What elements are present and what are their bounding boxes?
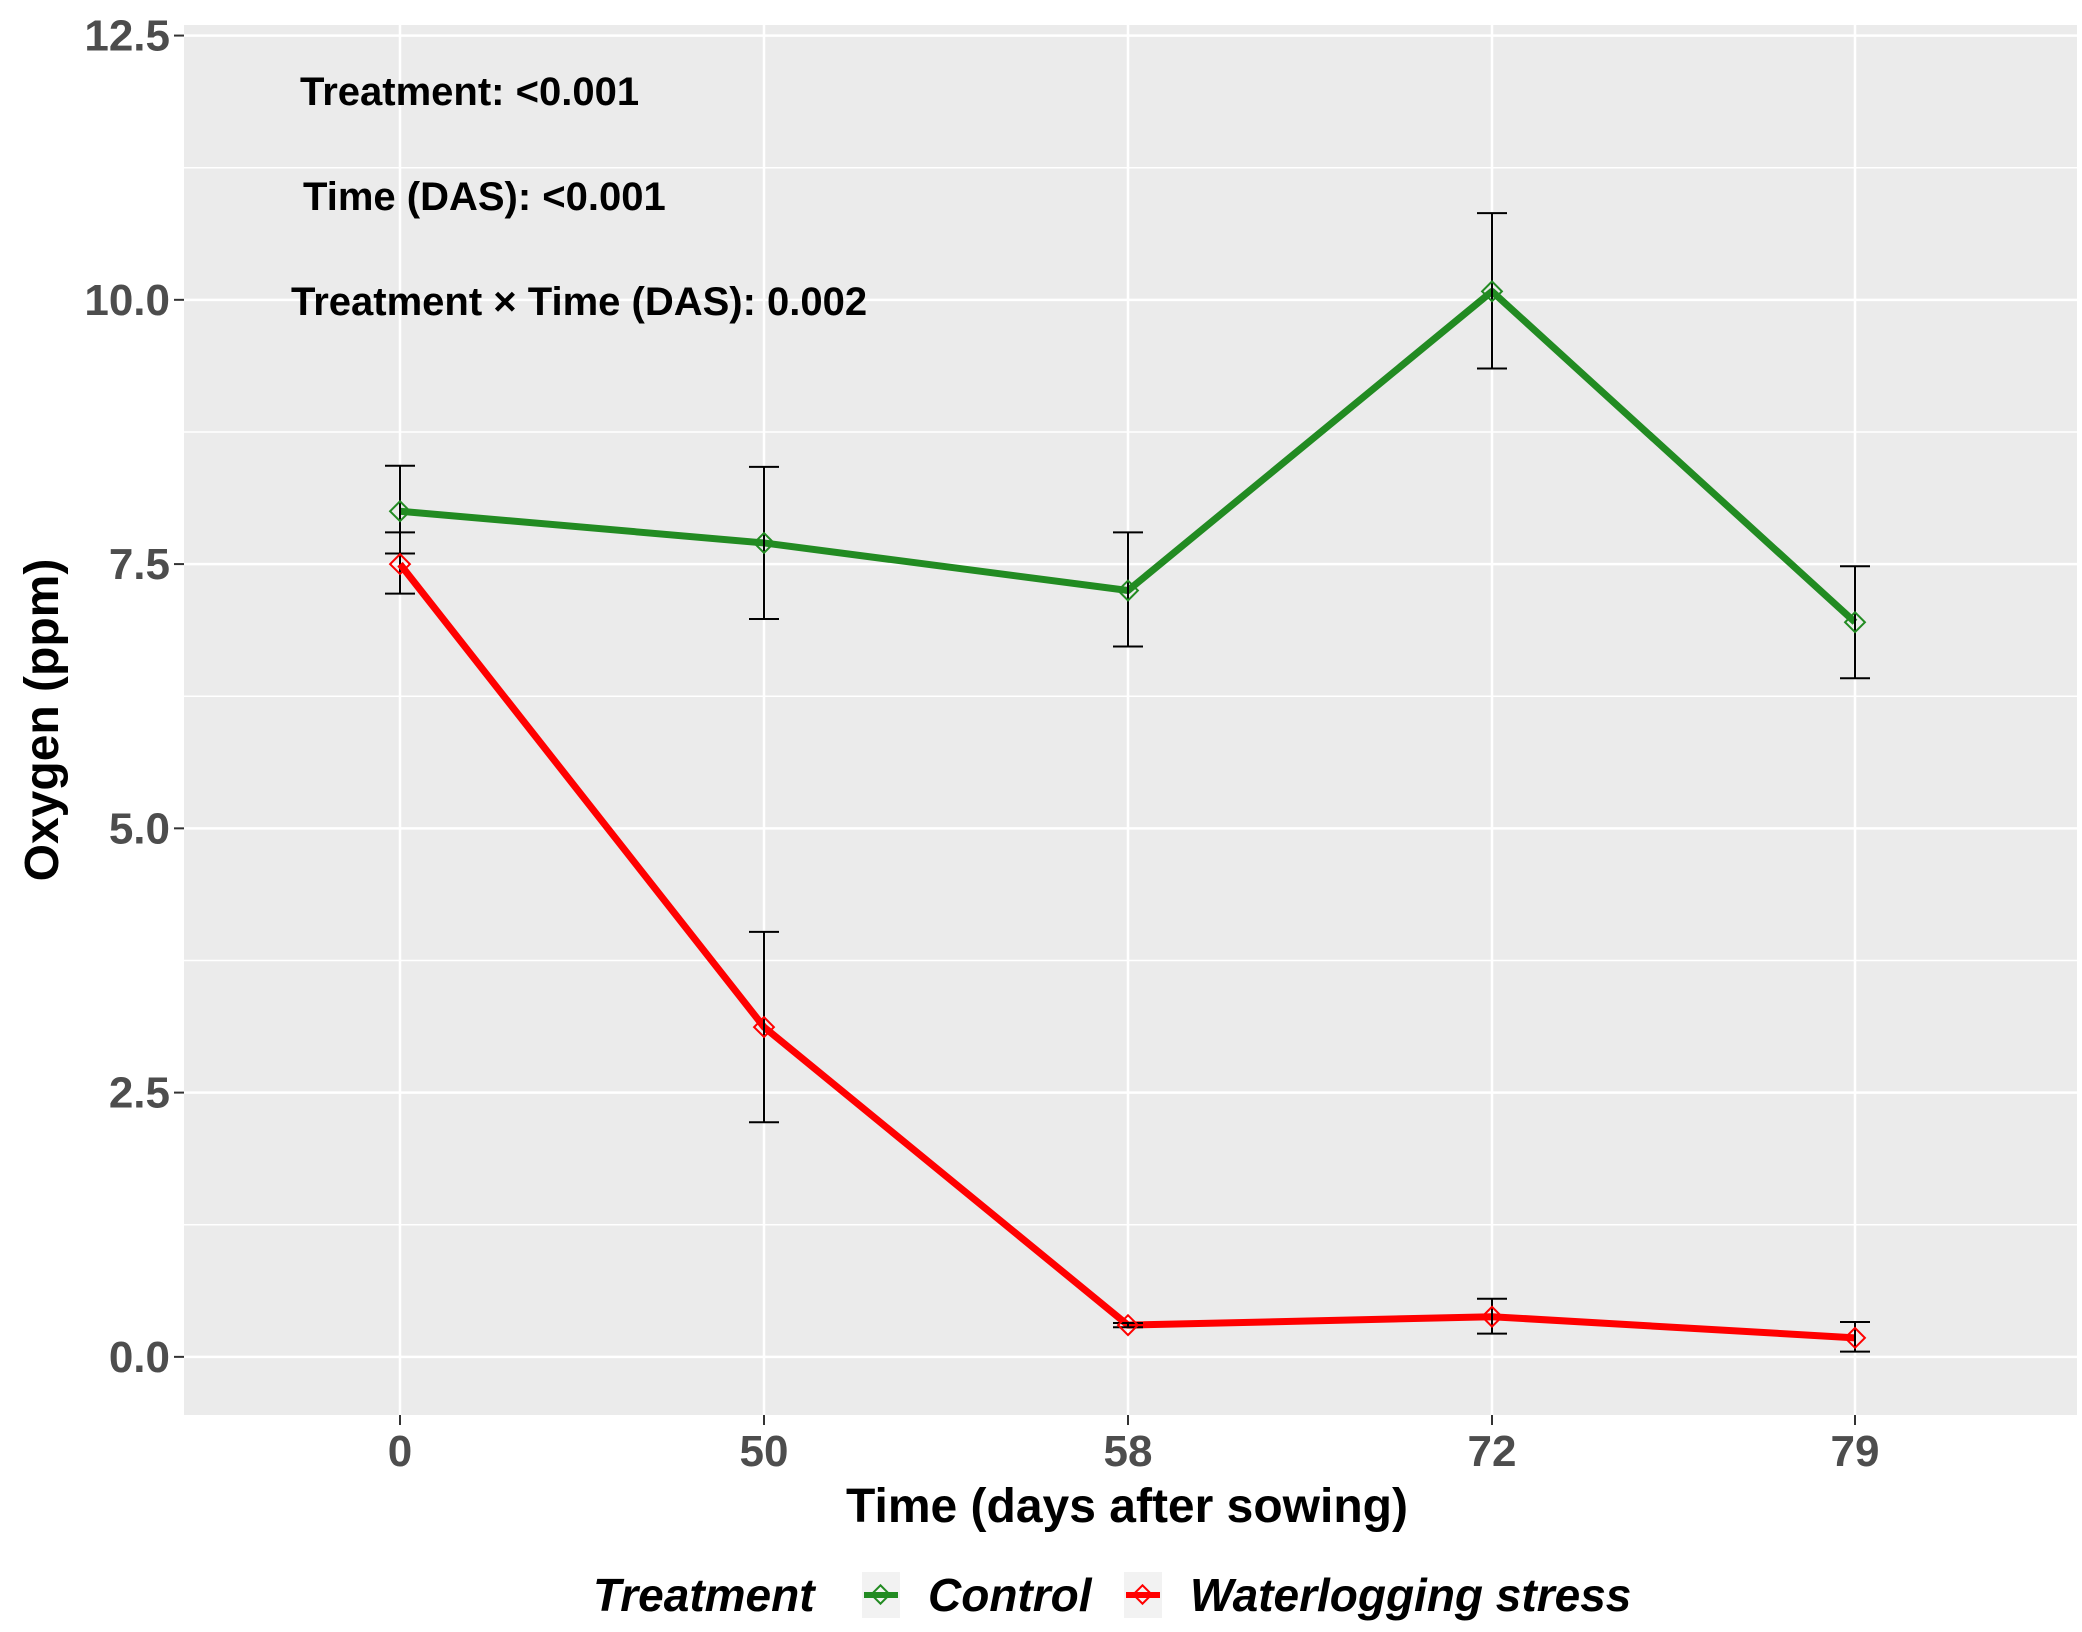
- legend-label-control: Control: [928, 1569, 1093, 1621]
- series-waterlogging-stress: [385, 531, 1870, 1353]
- data-point: [1480, 280, 1504, 303]
- series-layer: [385, 212, 1870, 1353]
- x-tick-label: 72: [1468, 1427, 1517, 1476]
- data-point: [388, 499, 412, 523]
- error-bar: [1113, 1322, 1143, 1329]
- annotations: Treatment: <0.001 Time (DAS): <0.001 Tre…: [291, 70, 867, 324]
- x-tick-label: 58: [1104, 1427, 1153, 1476]
- y-axis-title: Oxygen (ppm): [16, 559, 69, 882]
- error-bar: [385, 464, 415, 595]
- error-bar: [1113, 531, 1143, 648]
- legend-label-waterlogging: Waterlogging stress: [1190, 1569, 1631, 1621]
- legend-key-control-marker: [869, 1583, 892, 1606]
- data-point: [1116, 579, 1140, 602]
- error-bar: [749, 930, 779, 1124]
- grid-lines: [184, 25, 2077, 1415]
- error-bar: [749, 465, 779, 621]
- y-tick-label: 10.0: [84, 276, 170, 325]
- data-point: [752, 531, 776, 555]
- data-point: [388, 552, 412, 576]
- x-tick-label: 50: [740, 1427, 789, 1476]
- plot-panel: [184, 25, 2077, 1415]
- data-point: [1843, 610, 1867, 634]
- x-tick-label: 0: [388, 1427, 412, 1476]
- data-point: [1843, 1326, 1867, 1350]
- error-bar: [1477, 212, 1507, 370]
- y-tick-label: 5.0: [109, 804, 170, 853]
- x-axis: 0 50 58 72 79: [388, 1415, 1880, 1476]
- error-bar: [1840, 565, 1870, 680]
- y-tick-label: 7.5: [109, 540, 170, 589]
- annotation-interaction: Treatment × Time (DAS): 0.002: [291, 280, 867, 324]
- data-point: [1480, 1305, 1504, 1329]
- legend: Treatment Control Waterlogging stress: [593, 1569, 1631, 1621]
- data-point: [1116, 1313, 1140, 1337]
- data-point: [752, 1015, 776, 1039]
- x-axis-title: Time (days after sowing): [846, 1480, 1408, 1533]
- y-tick-label: 0.0: [109, 1333, 170, 1382]
- legend-title: Treatment: [593, 1569, 816, 1621]
- annotation-treatment: Treatment: <0.001: [300, 70, 639, 114]
- y-tick-label: 2.5: [109, 1069, 170, 1118]
- series-control: [385, 212, 1870, 680]
- x-tick-label: 79: [1831, 1427, 1880, 1476]
- annotation-time: Time (DAS): <0.001: [303, 175, 666, 219]
- y-tick-label: 12.5: [84, 12, 170, 61]
- y-axis: 0.0 2.5 5.0 7.5 10.0 12.5: [84, 12, 184, 1382]
- legend-key-waterlogging-marker: [1131, 1583, 1154, 1606]
